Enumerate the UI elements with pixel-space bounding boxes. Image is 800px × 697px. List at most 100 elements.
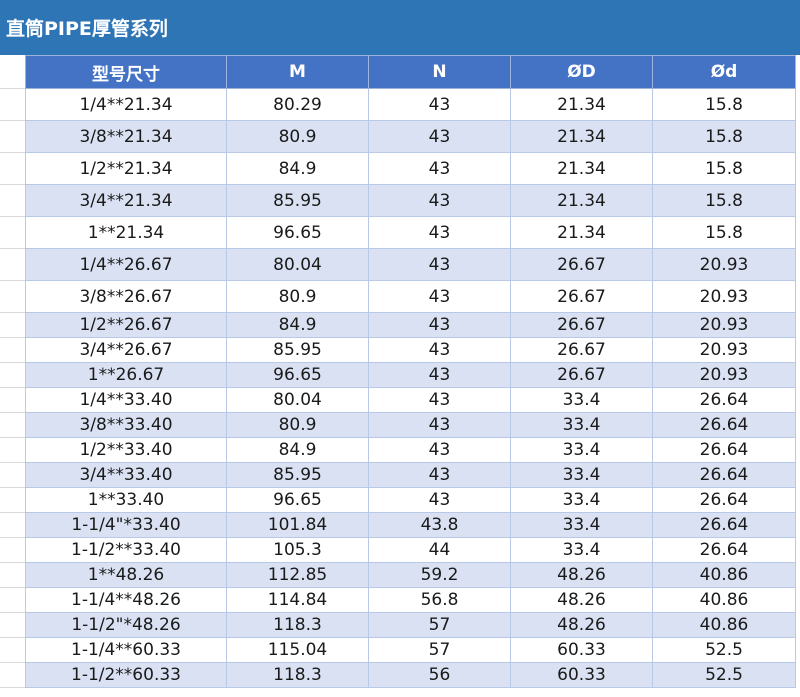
inner-diameter-cell[interactable]: 26.64	[652, 387, 796, 413]
inner-diameter-cell[interactable]: 52.5	[652, 662, 796, 688]
n-cell[interactable]: 43	[368, 120, 511, 153]
outer-diameter-cell[interactable]: 48.26	[510, 612, 653, 638]
inner-diameter-cell[interactable]: 26.64	[652, 512, 796, 538]
n-cell[interactable]: 43	[368, 462, 511, 488]
m-cell[interactable]: 80.04	[226, 248, 369, 281]
m-cell[interactable]: 96.65	[226, 216, 369, 249]
size-cell[interactable]: 3/8**21.34	[25, 120, 227, 153]
m-cell[interactable]: 80.9	[226, 412, 369, 438]
m-cell[interactable]: 80.9	[226, 120, 369, 153]
inner-diameter-cell[interactable]: 15.8	[652, 88, 796, 121]
n-cell[interactable]: 44	[368, 537, 511, 563]
outer-diameter-cell[interactable]: 26.67	[510, 248, 653, 281]
m-cell[interactable]: 80.04	[226, 387, 369, 413]
size-cell[interactable]: 3/8**26.67	[25, 280, 227, 313]
size-cell[interactable]: 1/2**26.67	[25, 312, 227, 338]
outer-diameter-cell[interactable]: 21.34	[510, 152, 653, 185]
inner-diameter-cell[interactable]: 52.5	[652, 637, 796, 663]
size-cell[interactable]: 1-1/2**60.33	[25, 662, 227, 688]
m-cell[interactable]: 84.9	[226, 312, 369, 338]
m-cell[interactable]: 105.3	[226, 537, 369, 563]
size-cell[interactable]: 1/4**21.34	[25, 88, 227, 121]
outer-diameter-cell[interactable]: 21.34	[510, 120, 653, 153]
size-cell[interactable]: 3/4**21.34	[25, 184, 227, 217]
inner-diameter-cell[interactable]: 40.86	[652, 612, 796, 638]
n-cell[interactable]: 43	[368, 184, 511, 217]
inner-diameter-cell[interactable]: 15.8	[652, 120, 796, 153]
outer-diameter-cell[interactable]: 33.4	[510, 487, 653, 513]
outer-diameter-cell[interactable]: 26.67	[510, 280, 653, 313]
inner-diameter-cell[interactable]: 26.64	[652, 462, 796, 488]
m-cell[interactable]: 84.9	[226, 152, 369, 185]
outer-diameter-cell[interactable]: 48.26	[510, 587, 653, 613]
n-cell[interactable]: 56	[368, 662, 511, 688]
inner-diameter-cell[interactable]: 15.8	[652, 216, 796, 249]
inner-diameter-cell[interactable]: 26.64	[652, 487, 796, 513]
n-cell[interactable]: 57	[368, 637, 511, 663]
outer-diameter-cell[interactable]: 26.67	[510, 362, 653, 388]
n-cell[interactable]: 59.2	[368, 562, 511, 588]
outer-diameter-cell[interactable]: 33.4	[510, 437, 653, 463]
m-cell[interactable]: 96.65	[226, 487, 369, 513]
size-cell[interactable]: 1**26.67	[25, 362, 227, 388]
n-cell[interactable]: 56.8	[368, 587, 511, 613]
size-cell[interactable]: 1/4**33.40	[25, 387, 227, 413]
size-cell[interactable]: 1**33.40	[25, 487, 227, 513]
inner-diameter-cell[interactable]: 15.8	[652, 152, 796, 185]
n-cell[interactable]: 43	[368, 216, 511, 249]
size-cell[interactable]: 3/8**33.40	[25, 412, 227, 438]
m-cell[interactable]: 84.9	[226, 437, 369, 463]
outer-diameter-cell[interactable]: 21.34	[510, 184, 653, 217]
size-cell[interactable]: 1-1/4"*33.40	[25, 512, 227, 538]
outer-diameter-cell[interactable]: 26.67	[510, 312, 653, 338]
n-cell[interactable]: 57	[368, 612, 511, 638]
outer-diameter-cell[interactable]: 21.34	[510, 88, 653, 121]
outer-diameter-cell[interactable]: 33.4	[510, 512, 653, 538]
size-cell[interactable]: 1/2**33.40	[25, 437, 227, 463]
n-cell[interactable]: 43	[368, 312, 511, 338]
outer-diameter-cell[interactable]: 21.34	[510, 216, 653, 249]
inner-diameter-cell[interactable]: 20.93	[652, 337, 796, 363]
size-cell[interactable]: 1-1/4**48.26	[25, 587, 227, 613]
n-cell[interactable]: 43	[368, 387, 511, 413]
inner-diameter-cell[interactable]: 20.93	[652, 248, 796, 281]
outer-diameter-cell[interactable]: 60.33	[510, 637, 653, 663]
size-cell[interactable]: 1**48.26	[25, 562, 227, 588]
header-cell-outer-diameter[interactable]: ØD	[510, 55, 653, 89]
header-cell-n[interactable]: N	[368, 55, 511, 89]
m-cell[interactable]: 85.95	[226, 462, 369, 488]
m-cell[interactable]: 85.95	[226, 337, 369, 363]
n-cell[interactable]: 43	[368, 337, 511, 363]
n-cell[interactable]: 43	[368, 412, 511, 438]
inner-diameter-cell[interactable]: 20.93	[652, 362, 796, 388]
m-cell[interactable]: 112.85	[226, 562, 369, 588]
size-cell[interactable]: 1/4**26.67	[25, 248, 227, 281]
n-cell[interactable]: 43	[368, 248, 511, 281]
outer-diameter-cell[interactable]: 33.4	[510, 537, 653, 563]
n-cell[interactable]: 43.8	[368, 512, 511, 538]
outer-diameter-cell[interactable]: 26.67	[510, 337, 653, 363]
inner-diameter-cell[interactable]: 26.64	[652, 437, 796, 463]
header-cell-m[interactable]: M	[226, 55, 369, 89]
n-cell[interactable]: 43	[368, 88, 511, 121]
inner-diameter-cell[interactable]: 26.64	[652, 412, 796, 438]
inner-diameter-cell[interactable]: 40.86	[652, 587, 796, 613]
inner-diameter-cell[interactable]: 15.8	[652, 184, 796, 217]
n-cell[interactable]: 43	[368, 362, 511, 388]
inner-diameter-cell[interactable]: 40.86	[652, 562, 796, 588]
m-cell[interactable]: 96.65	[226, 362, 369, 388]
size-cell[interactable]: 1**21.34	[25, 216, 227, 249]
size-cell[interactable]: 1-1/2**33.40	[25, 537, 227, 563]
inner-diameter-cell[interactable]: 20.93	[652, 312, 796, 338]
n-cell[interactable]: 43	[368, 280, 511, 313]
header-cell-size[interactable]: 型号尺寸	[25, 55, 227, 89]
outer-diameter-cell[interactable]: 33.4	[510, 462, 653, 488]
outer-diameter-cell[interactable]: 60.33	[510, 662, 653, 688]
m-cell[interactable]: 85.95	[226, 184, 369, 217]
inner-diameter-cell[interactable]: 26.64	[652, 537, 796, 563]
n-cell[interactable]: 43	[368, 487, 511, 513]
m-cell[interactable]: 80.9	[226, 280, 369, 313]
m-cell[interactable]: 115.04	[226, 637, 369, 663]
outer-diameter-cell[interactable]: 33.4	[510, 412, 653, 438]
m-cell[interactable]: 80.29	[226, 88, 369, 121]
